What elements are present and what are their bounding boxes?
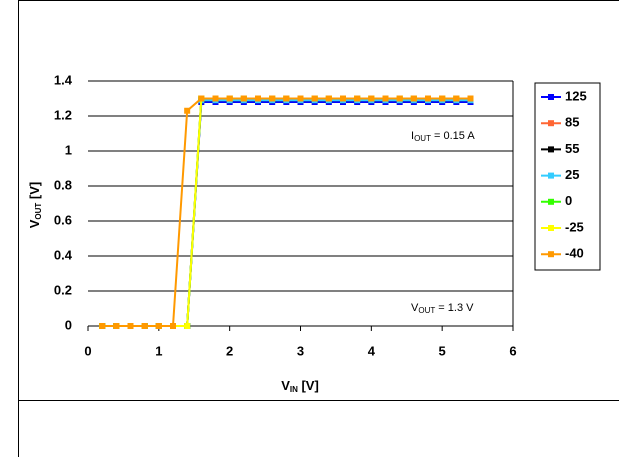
series-line: [102, 97, 471, 327]
legend-marker: [548, 251, 554, 258]
y-tick-label: 0.6: [54, 212, 72, 227]
marker: [155, 323, 162, 329]
legend-marker: [548, 225, 554, 231]
legend-label: -40: [565, 246, 584, 261]
legend-marker: [548, 172, 554, 179]
y-tick-label: 1.2: [54, 107, 72, 122]
x-tick-label: 5: [439, 343, 446, 358]
marker: [325, 95, 332, 102]
marker: [453, 95, 460, 102]
marker: [439, 95, 446, 102]
legend-marker: [548, 198, 554, 205]
y-axis-label: VOUT [V]: [27, 182, 43, 229]
y-tick-label: 0.8: [54, 177, 72, 192]
marker: [170, 323, 176, 329]
marker: [226, 95, 233, 102]
marker: [212, 95, 219, 102]
marker: [99, 323, 106, 329]
marker: [141, 323, 148, 329]
marker: [382, 95, 389, 102]
legend-marker: [548, 120, 554, 127]
marker: [184, 323, 191, 329]
annotation: VOUT = 1.3 V: [411, 302, 474, 315]
x-tick-label: 2: [226, 343, 233, 358]
marker: [240, 95, 247, 102]
legend-label: 0: [565, 193, 572, 208]
x-axis-label: VIN [V]: [281, 378, 319, 394]
marker: [410, 95, 417, 102]
legend-label: 55: [565, 141, 579, 156]
legend-label: 85: [565, 115, 579, 130]
annotation: IOUT = 0.15 A: [411, 130, 475, 143]
series-line: [102, 97, 471, 327]
marker: [297, 95, 304, 102]
y-tick-label: 0.2: [54, 282, 72, 297]
marker: [113, 323, 120, 329]
x-tick-label: 1: [155, 343, 162, 358]
marker: [467, 95, 474, 102]
marker: [255, 95, 261, 102]
marker: [127, 323, 134, 329]
y-tick-label: 0.4: [54, 247, 73, 262]
y-tick-label: 1.4: [54, 72, 73, 87]
x-tick-label: 4: [368, 343, 376, 358]
legend-label: 125: [565, 88, 587, 103]
marker: [269, 95, 276, 102]
x-tick-label: 6: [509, 343, 516, 358]
x-tick-label: 0: [84, 343, 91, 358]
marker: [283, 95, 290, 102]
marker: [184, 107, 191, 114]
marker: [340, 95, 346, 102]
marker: [368, 95, 375, 102]
marker: [396, 95, 403, 102]
y-tick-label: 1: [65, 142, 72, 157]
series-line: [102, 97, 471, 327]
x-tick-label: 3: [297, 343, 304, 358]
y-tick-label: 0: [65, 317, 72, 332]
marker: [425, 95, 431, 102]
marker: [198, 95, 205, 102]
legend-marker: [548, 94, 554, 100]
marker: [311, 95, 318, 102]
marker: [354, 95, 361, 102]
legend-label: -25: [565, 219, 584, 234]
legend-marker: [548, 146, 554, 153]
legend-label: 25: [565, 167, 579, 182]
series-line: [102, 97, 471, 327]
